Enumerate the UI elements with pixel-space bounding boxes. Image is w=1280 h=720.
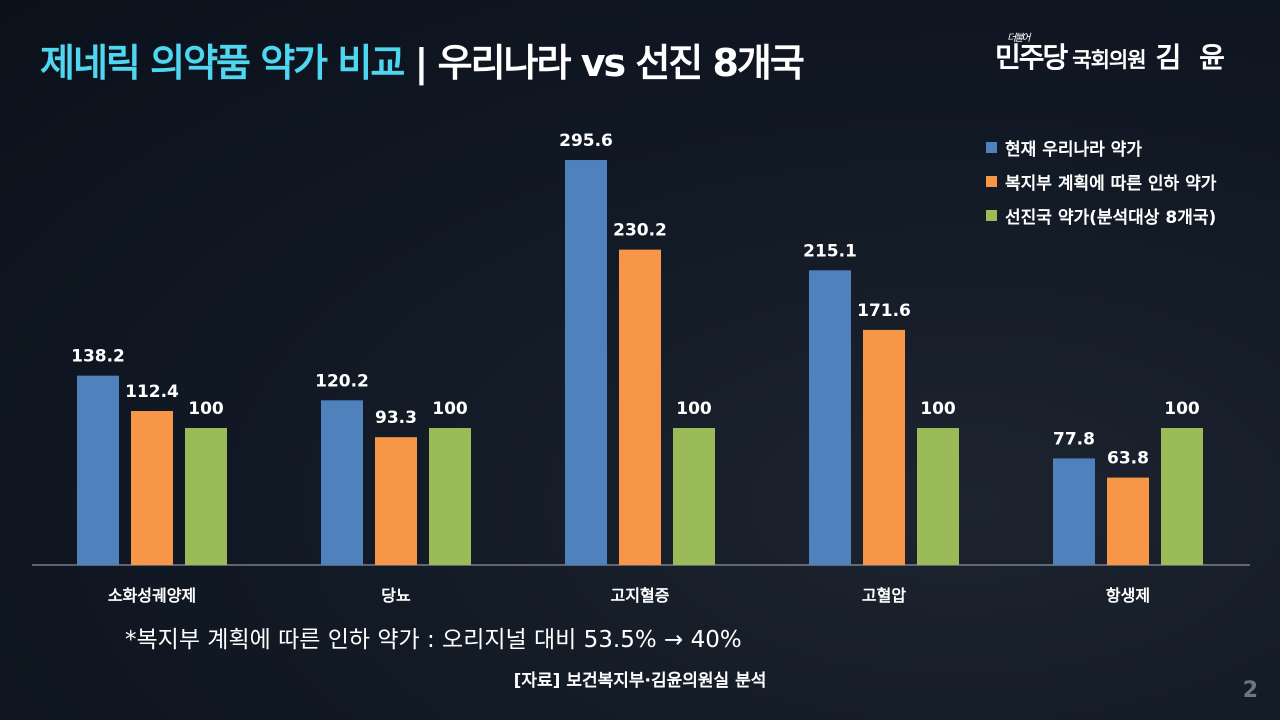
data-label: 112.4 (125, 382, 179, 402)
data-label: 120.2 (315, 371, 369, 391)
legend-swatch (986, 175, 997, 187)
footnote: *복지부 계획에 따른 인하 약가 : 오리지널 대비 53.5% → 40% (125, 627, 742, 653)
category-label: 고지혈증 (611, 586, 670, 605)
member-name: 김 윤 (1155, 41, 1229, 74)
legend-item: 복지부 계획에 따른 인하 약가 (986, 164, 1216, 198)
page-number: 2 (1242, 678, 1258, 703)
page-title: 제네릭 의약품 약가 비교 | 우리나라 vs 선진 8개국 (40, 32, 805, 87)
bar (77, 375, 119, 565)
bar (131, 411, 173, 565)
title-rest: | 우리나라 vs 선진 8개국 (414, 41, 805, 85)
bar (185, 428, 227, 565)
bar (321, 400, 363, 565)
data-label: 100 (920, 399, 956, 419)
category-label: 당뇨 (381, 586, 411, 605)
data-label: 63.8 (1107, 449, 1149, 469)
data-label: 230.2 (613, 221, 667, 241)
bar (1107, 477, 1149, 565)
legend-label: 복지부 계획에 따른 인하 약가 (1005, 173, 1217, 194)
category-label: 항생제 (1106, 586, 1150, 605)
bar (863, 329, 905, 565)
bar (375, 437, 417, 565)
data-label: 100 (1164, 399, 1200, 419)
data-label: 215.1 (803, 241, 857, 261)
legend-item: 현재 우리나라 약가 (986, 130, 1216, 164)
legend-label: 현재 우리나라 약가 (1005, 139, 1142, 160)
data-label: 100 (188, 399, 224, 419)
legend-label: 선진국 약가(분석대상 8개국) (1005, 207, 1217, 228)
bar (1053, 458, 1095, 565)
source-note: [자료] 보건복지부·김윤의원실 분석 (513, 671, 767, 691)
category-label: 고혈압 (862, 586, 906, 605)
data-label: 138.2 (71, 347, 125, 367)
data-label: 171.6 (857, 301, 911, 321)
party-logo: 더불어 민주당 (995, 33, 1068, 74)
bar (565, 160, 607, 565)
logo: 더불어 민주당 국회의원 김 윤 (995, 33, 1229, 76)
bar (619, 249, 661, 565)
role: 국회의원 (1072, 48, 1146, 72)
title-highlight: 제네릭 의약품 약가 비교 (40, 41, 405, 85)
category-label: 소화성궤양제 (108, 586, 196, 605)
party-name: 민주당 (995, 41, 1068, 74)
bar (429, 428, 471, 565)
party-small: 더불어 (1007, 33, 1031, 44)
bar (809, 270, 851, 565)
legend-item: 선진국 약가(분석대상 8개국) (986, 198, 1216, 232)
data-label: 295.6 (559, 131, 613, 151)
data-label: 77.8 (1053, 429, 1095, 449)
data-label: 93.3 (375, 408, 417, 428)
legend-swatch (986, 209, 997, 221)
legend-swatch (986, 141, 997, 153)
bar (917, 428, 959, 565)
bar (1161, 428, 1203, 565)
data-label: 100 (432, 399, 468, 419)
legend: 현재 우리나라 약가 복지부 계획에 따른 인하 약가 선진국 약가(분석대상 … (986, 130, 1216, 232)
data-label: 100 (676, 399, 712, 419)
bar (673, 428, 715, 565)
